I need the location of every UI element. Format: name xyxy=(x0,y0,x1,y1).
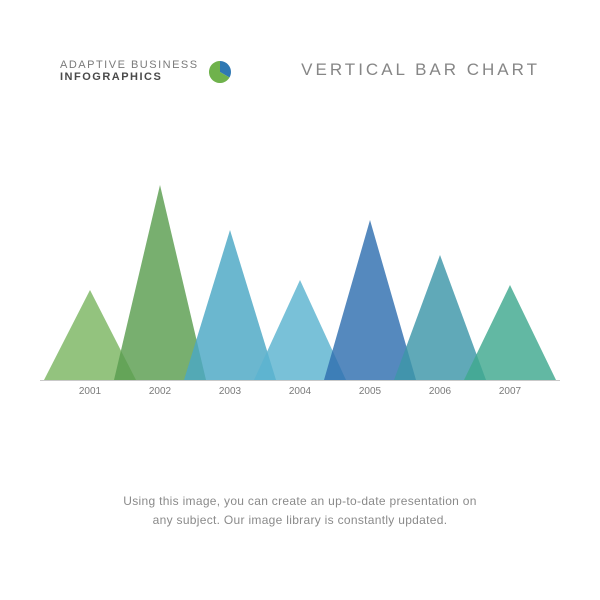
footer-line-2: any subject. Our image library is consta… xyxy=(70,511,530,530)
header: ADAPTIVE BUSINESS INFOGRAPHICS VERTICAL … xyxy=(0,60,600,83)
x-axis-labels: 2001 2002 2003 2004 2005 2006 2007 xyxy=(40,386,560,406)
triangle-bar xyxy=(464,285,556,380)
x-axis-label: 2002 xyxy=(149,386,171,397)
x-axis-label: 2001 xyxy=(79,386,101,397)
triangle-chart xyxy=(40,160,560,380)
brand-line1: ADAPTIVE BUSINESS xyxy=(60,60,199,72)
pie-icon xyxy=(209,61,231,83)
x-axis-label: 2006 xyxy=(429,386,451,397)
x-axis-label: 2004 xyxy=(289,386,311,397)
x-axis-label: 2007 xyxy=(499,386,521,397)
triangle-bar xyxy=(324,220,416,380)
triangle-bar xyxy=(114,185,206,380)
chart-title: VERTICAL BAR CHART xyxy=(301,60,540,80)
triangle-bar xyxy=(394,255,486,380)
x-axis-label: 2003 xyxy=(219,386,241,397)
x-axis-label: 2005 xyxy=(359,386,381,397)
chart-baseline xyxy=(40,380,560,381)
footer-line-1: Using this image, you can create an up-t… xyxy=(70,492,530,511)
brand-line2: INFOGRAPHICS xyxy=(60,72,199,84)
footer-caption: Using this image, you can create an up-t… xyxy=(0,492,600,530)
brand-block: ADAPTIVE BUSINESS INFOGRAPHICS xyxy=(60,60,231,83)
brand-text: ADAPTIVE BUSINESS INFOGRAPHICS xyxy=(60,60,199,83)
triangle-bar xyxy=(184,230,276,380)
